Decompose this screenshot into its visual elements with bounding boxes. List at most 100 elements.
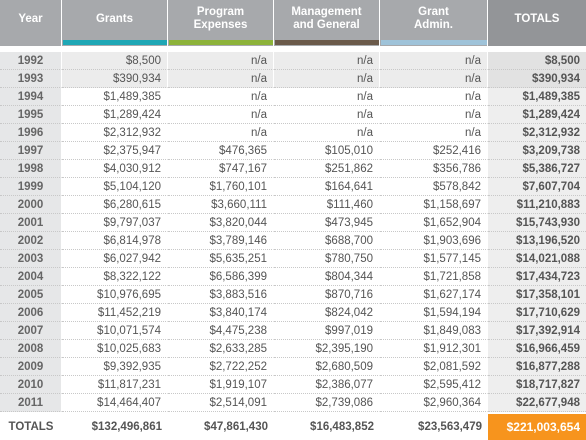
amount-cell: $17,392,914: [488, 322, 586, 340]
column-header: Grants: [62, 0, 168, 46]
amount-cell: $10,071,574: [62, 322, 168, 340]
amount-cell: $105,010: [274, 142, 380, 160]
year-cell: 1994: [0, 88, 62, 106]
total-cell: $132,496,861: [91, 421, 162, 433]
amount-cell: $251,862: [274, 160, 380, 178]
amount-cell: n/a: [274, 124, 380, 142]
year-cell: 2010: [0, 376, 62, 394]
amount-cell: $2,680,509: [274, 358, 380, 376]
amount-cell: $2,395,190: [274, 340, 380, 358]
column-color-strip: [63, 40, 167, 45]
year-cell: 1995: [0, 106, 62, 124]
column-header: Grant Admin.: [380, 0, 488, 46]
amount-cell: n/a: [380, 106, 488, 124]
amount-cell: $2,386,077: [274, 376, 380, 394]
amount-cell: $578,842: [380, 178, 488, 196]
amount-cell: $473,945: [274, 214, 380, 232]
amount-cell: n/a: [168, 52, 274, 70]
amount-cell: $2,081,592: [380, 358, 488, 376]
year-cell: 1997: [0, 142, 62, 160]
amount-cell: $804,344: [274, 268, 380, 286]
amount-cell: $1,919,107: [168, 376, 274, 394]
total-cell: $16,483,852: [310, 421, 374, 433]
column-header: Year: [0, 0, 62, 46]
amount-cell: $5,635,251: [168, 250, 274, 268]
amount-cell: $390,934: [488, 70, 586, 88]
amount-cell: $14,464,407: [62, 394, 168, 412]
amount-cell: $2,312,932: [488, 124, 586, 142]
amount-cell: $16,877,288: [488, 358, 586, 376]
amount-cell: $997,019: [274, 322, 380, 340]
year-cell: 1996: [0, 124, 62, 142]
amount-cell: $10,025,683: [62, 340, 168, 358]
amount-cell: $390,934: [62, 70, 168, 88]
amount-cell: n/a: [380, 70, 488, 88]
year-cell: 2000: [0, 196, 62, 214]
amount-cell: $164,641: [274, 178, 380, 196]
amount-cell: $111,460: [274, 196, 380, 214]
amount-cell: n/a: [274, 88, 380, 106]
amount-cell: n/a: [168, 70, 274, 88]
amount-cell: $1,721,858: [380, 268, 488, 286]
column-color-strip: [381, 40, 487, 45]
amount-cell: $2,722,252: [168, 358, 274, 376]
amount-cell: $476,365: [168, 142, 274, 160]
amount-cell: $6,027,942: [62, 250, 168, 268]
amount-cell: n/a: [274, 106, 380, 124]
amount-cell: $780,750: [274, 250, 380, 268]
amount-cell: $18,717,827: [488, 376, 586, 394]
amount-cell: $1,289,424: [488, 106, 586, 124]
amount-cell: $15,743,930: [488, 214, 586, 232]
amount-cell: $8,500: [62, 52, 168, 70]
year-cell: 2007: [0, 322, 62, 340]
amount-cell: $3,209,738: [488, 142, 586, 160]
amount-cell: $9,797,037: [62, 214, 168, 232]
amount-cell: n/a: [380, 52, 488, 70]
amount-cell: $3,789,146: [168, 232, 274, 250]
amount-cell: $824,042: [274, 304, 380, 322]
column-color-strip: [275, 40, 379, 45]
amount-cell: n/a: [274, 52, 380, 70]
amount-cell: $4,475,238: [168, 322, 274, 340]
amount-cell: $17,358,101: [488, 286, 586, 304]
year-cell: 2005: [0, 286, 62, 304]
amount-cell: $11,210,883: [488, 196, 586, 214]
total-cell: $47,861,430: [204, 421, 268, 433]
year-cell: 1998: [0, 160, 62, 178]
amount-cell: $1,594,194: [380, 304, 488, 322]
year-cell: 2009: [0, 358, 62, 376]
amount-cell: $11,452,219: [62, 304, 168, 322]
year-cell: 1992: [0, 52, 62, 70]
amount-cell: $2,960,364: [380, 394, 488, 412]
column-header: TOTALS: [488, 0, 586, 46]
amount-cell: $6,814,978: [62, 232, 168, 250]
year-cell: 2004: [0, 268, 62, 286]
year-cell: 1993: [0, 70, 62, 88]
column-header: Program Expenses: [168, 0, 274, 46]
amount-cell: $6,586,399: [168, 268, 274, 286]
amount-cell: n/a: [168, 88, 274, 106]
amount-cell: $356,786: [380, 160, 488, 178]
amount-cell: $2,375,947: [62, 142, 168, 160]
amount-cell: $1,912,301: [380, 340, 488, 358]
amount-cell: $252,416: [380, 142, 488, 160]
amount-cell: $1,489,385: [488, 88, 586, 106]
total-cell: $23,563,479: [418, 421, 482, 433]
amount-cell: $2,312,932: [62, 124, 168, 142]
amount-cell: n/a: [168, 124, 274, 142]
amount-cell: $10,976,695: [62, 286, 168, 304]
amount-cell: $2,514,091: [168, 394, 274, 412]
amount-cell: $8,322,122: [62, 268, 168, 286]
amount-cell: $1,652,904: [380, 214, 488, 232]
year-cell: 1999: [0, 178, 62, 196]
amount-cell: $3,820,044: [168, 214, 274, 232]
amount-cell: $7,607,704: [488, 178, 586, 196]
column-color-strip: [169, 40, 273, 45]
amount-cell: $1,158,697: [380, 196, 488, 214]
amount-cell: $3,660,111: [168, 196, 274, 214]
year-cell: 2002: [0, 232, 62, 250]
amount-cell: $1,903,696: [380, 232, 488, 250]
amount-cell: $11,817,231: [62, 376, 168, 394]
amount-cell: $3,840,174: [168, 304, 274, 322]
